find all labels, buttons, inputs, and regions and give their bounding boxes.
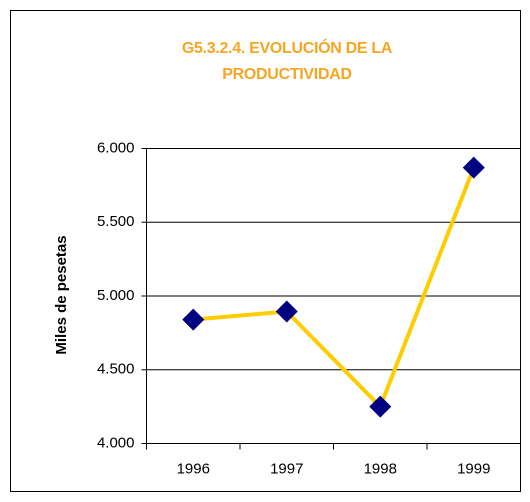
x-tick-label: 1998: [364, 460, 397, 477]
data-point: [182, 308, 205, 331]
x-tick-label: 1999: [457, 460, 490, 477]
y-tick-label: 5.500: [97, 213, 135, 230]
data-point: [275, 300, 298, 323]
y-tick-label: 5.000: [97, 287, 135, 304]
series-line: [193, 166, 476, 409]
data-point: [369, 395, 392, 418]
y-tick-label: 4.500: [97, 361, 135, 378]
data-point: [462, 156, 485, 179]
y-tick-label: 4.000: [97, 434, 135, 451]
chart-border: [10, 10, 521, 492]
y-axis-label: Miles de pesetas: [53, 235, 70, 354]
chart-title: G5.3.2.4. EVOLUCIÓN DE LA PRODUCTIVIDAD: [181, 40, 393, 83]
x-tick-label: 1997: [270, 460, 303, 477]
x-tick-label: 1996: [177, 460, 210, 477]
y-tick-label: 6.000: [97, 139, 135, 156]
